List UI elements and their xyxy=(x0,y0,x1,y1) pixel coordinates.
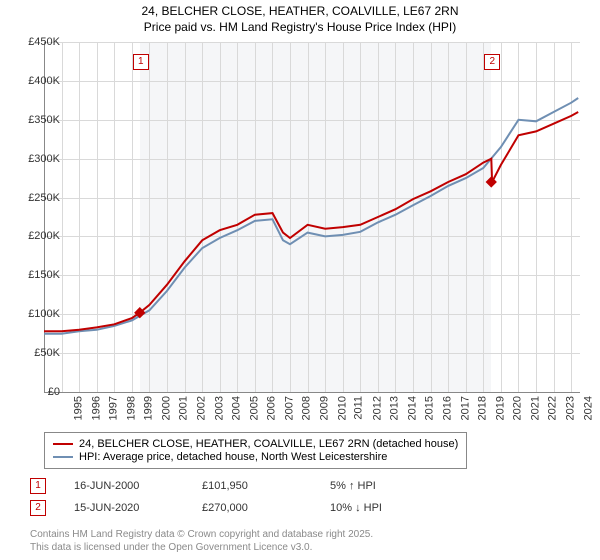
chart-plot-area: 12 xyxy=(44,42,580,392)
x-axis-label: 2004 xyxy=(231,396,243,420)
x-axis-label: 2022 xyxy=(547,396,559,420)
x-axis-label: 2014 xyxy=(406,396,418,420)
legend: 24, BELCHER CLOSE, HEATHER, COALVILLE, L… xyxy=(44,432,467,469)
x-axis-label: 2005 xyxy=(248,396,260,420)
y-axis-label: £100K xyxy=(10,308,60,320)
legend-item: HPI: Average price, detached house, Nort… xyxy=(53,451,458,463)
legend-item: 24, BELCHER CLOSE, HEATHER, COALVILLE, L… xyxy=(53,438,458,450)
x-axis-label: 2009 xyxy=(319,396,331,420)
license-line-1: Contains HM Land Registry data © Crown c… xyxy=(30,529,373,542)
x-axis-label: 2018 xyxy=(477,396,489,420)
x-axis-label: 1996 xyxy=(90,396,102,420)
event-date: 15-JUN-2020 xyxy=(74,502,174,514)
x-axis-label: 2021 xyxy=(529,396,541,420)
y-axis-label: £400K xyxy=(10,75,60,87)
legend-swatch xyxy=(53,456,73,458)
chart-lines xyxy=(44,42,580,392)
x-axis-label: 2003 xyxy=(213,396,225,420)
series-property xyxy=(44,112,578,331)
x-axis-label: 2016 xyxy=(442,396,454,420)
chart-container: 24, BELCHER CLOSE, HEATHER, COALVILLE, L… xyxy=(0,0,600,560)
x-axis-label: 2013 xyxy=(389,396,401,420)
event-date: 16-JUN-2000 xyxy=(74,480,174,492)
y-axis-label: £300K xyxy=(10,153,60,165)
series-hpi xyxy=(44,98,578,334)
y-axis-label: £250K xyxy=(10,192,60,204)
x-axis-label: 2020 xyxy=(512,396,524,420)
x-axis-label: 2010 xyxy=(336,396,348,420)
event-marker-icon: 1 xyxy=(30,478,46,494)
x-axis-label: 2012 xyxy=(371,396,383,420)
license-text: Contains HM Land Registry data © Crown c… xyxy=(30,529,373,554)
x-axis-label: 1995 xyxy=(72,396,84,420)
legend-swatch xyxy=(53,443,73,445)
y-axis-label: £50K xyxy=(10,347,60,359)
title-block: 24, BELCHER CLOSE, HEATHER, COALVILLE, L… xyxy=(0,0,600,35)
x-axis-label: 2017 xyxy=(459,396,471,420)
x-axis-label: 1997 xyxy=(108,396,120,420)
x-axis-label: 2015 xyxy=(424,396,436,420)
title-line-1: 24, BELCHER CLOSE, HEATHER, COALVILLE, L… xyxy=(0,4,600,20)
x-axis-label: 2019 xyxy=(494,396,506,420)
event-delta: 5% ↑ HPI xyxy=(330,480,430,492)
x-axis-label: 2011 xyxy=(353,396,365,420)
x-axis-label: 2007 xyxy=(283,396,295,420)
y-axis-label: £200K xyxy=(10,230,60,242)
event-delta: 10% ↓ HPI xyxy=(330,502,430,514)
x-axis-label: 2001 xyxy=(178,396,190,420)
y-axis-label: £450K xyxy=(10,36,60,48)
event-price: £101,950 xyxy=(202,480,302,492)
x-axis-label: 2023 xyxy=(565,396,577,420)
x-axis-label: 1999 xyxy=(143,396,155,420)
x-axis-label: 2000 xyxy=(160,396,172,420)
license-line-2: This data is licensed under the Open Gov… xyxy=(30,542,373,555)
title-line-2: Price paid vs. HM Land Registry's House … xyxy=(0,20,600,36)
legend-label: 24, BELCHER CLOSE, HEATHER, COALVILLE, L… xyxy=(79,438,458,450)
x-axis-label: 2006 xyxy=(266,396,278,420)
y-axis-label: £150K xyxy=(10,269,60,281)
event-footer: 1 16-JUN-2000 £101,950 5% ↑ HPI 2 15-JUN… xyxy=(30,478,430,522)
event-row: 1 16-JUN-2000 £101,950 5% ↑ HPI xyxy=(30,478,430,494)
x-axis-label: 2008 xyxy=(301,396,313,420)
x-axis-label: 1998 xyxy=(125,396,137,420)
y-axis-label: £0 xyxy=(10,386,60,398)
x-axis-label: 2002 xyxy=(196,396,208,420)
event-marker-icon: 2 xyxy=(30,500,46,516)
event-price: £270,000 xyxy=(202,502,302,514)
x-axis-label: 2024 xyxy=(582,396,594,420)
event-row: 2 15-JUN-2020 £270,000 10% ↓ HPI xyxy=(30,500,430,516)
legend-label: HPI: Average price, detached house, Nort… xyxy=(79,451,387,463)
y-axis-label: £350K xyxy=(10,114,60,126)
